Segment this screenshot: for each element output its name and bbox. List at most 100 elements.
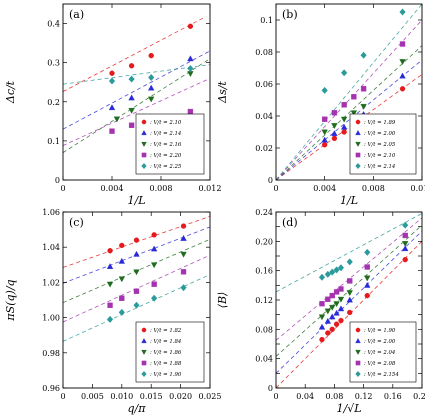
data-point bbox=[318, 273, 326, 281]
legend-label: : V/t = 2.00 bbox=[364, 131, 396, 137]
data-point bbox=[333, 309, 340, 316]
y-tick-label: 1.00 bbox=[42, 314, 60, 323]
data-point bbox=[151, 232, 157, 238]
data-point bbox=[329, 313, 336, 320]
data-point bbox=[340, 123, 348, 130]
y-tick-label: 0.1 bbox=[260, 16, 273, 25]
panel-tag: (d) bbox=[282, 216, 298, 229]
legend: : V/t = 1.82: V/t = 1.84: V/t = 1.86: V/… bbox=[135, 321, 205, 383]
data-point bbox=[331, 110, 338, 116]
legend-marker bbox=[355, 152, 361, 158]
data-point bbox=[337, 296, 345, 303]
data-point bbox=[187, 108, 194, 115]
fit-line-series-1 bbox=[276, 74, 422, 180]
series-5 bbox=[106, 284, 187, 323]
x-tick-label: 0.08 bbox=[325, 392, 343, 401]
plot-frame bbox=[62, 211, 211, 389]
x-tick-label: 0.010 bbox=[110, 392, 133, 401]
x-tick-label: 0.015 bbox=[140, 392, 163, 401]
data-point bbox=[360, 86, 367, 92]
x-tick-label: 0.04 bbox=[296, 392, 314, 401]
panel-1: 0 0.004 0.008 0.012 0 0.1 0.2 0.3 0.4 (a) 1/L Δc/t:… bbox=[4, 3, 221, 207]
data-point bbox=[338, 317, 344, 324]
data-point bbox=[128, 122, 135, 128]
fit-line-series-1 bbox=[63, 17, 205, 92]
fit-line-series-4 bbox=[276, 19, 422, 180]
panel-tag: (a) bbox=[69, 8, 84, 21]
y-tick-label: 0.12 bbox=[255, 296, 273, 305]
legend-label: : V/t = 2.04 bbox=[364, 350, 396, 356]
data-point bbox=[346, 296, 353, 303]
x-tick-label: 0.16 bbox=[384, 392, 402, 401]
data-point bbox=[107, 248, 113, 254]
legend-marker bbox=[355, 162, 361, 170]
x-axis-label: 1/L bbox=[127, 194, 145, 207]
legend-label: : V/t = 2.20 bbox=[150, 153, 182, 159]
data-point bbox=[338, 286, 344, 292]
data-point bbox=[128, 75, 135, 83]
x-tick-label: 0.012 bbox=[411, 184, 425, 193]
fit-line-series-2 bbox=[276, 59, 422, 180]
data-point bbox=[329, 292, 335, 299]
legend: : V/t = 1.89: V/t = 2.00: V/t = 2.05: V/… bbox=[349, 113, 417, 175]
legend-marker bbox=[141, 141, 147, 147]
legend-label: : V/t = 2.10 bbox=[364, 153, 396, 159]
data-point bbox=[106, 281, 114, 288]
data-point bbox=[109, 128, 115, 134]
legend-marker bbox=[141, 119, 147, 125]
x-axis-label: 1/√L bbox=[336, 402, 361, 415]
data-point bbox=[106, 315, 114, 323]
plot-frame bbox=[275, 3, 423, 181]
data-point bbox=[399, 59, 406, 66]
y-tick-label: 0.04 bbox=[255, 112, 273, 121]
data-point bbox=[106, 263, 114, 269]
data-point bbox=[118, 257, 125, 264]
data-point bbox=[331, 135, 338, 142]
series-3 bbox=[106, 251, 187, 288]
legend-frame bbox=[349, 113, 417, 175]
x-axis-label: 1/L bbox=[340, 194, 358, 207]
data-point bbox=[360, 103, 367, 110]
series-4 bbox=[107, 269, 187, 308]
legend-frame bbox=[135, 321, 205, 383]
x-tick-label: 0.004 bbox=[101, 184, 124, 193]
legend-marker bbox=[141, 152, 147, 158]
data-point bbox=[329, 304, 336, 311]
data-point bbox=[108, 104, 116, 111]
y-tick-label: 0.06 bbox=[255, 80, 273, 89]
legend-frame bbox=[135, 113, 205, 175]
data-point bbox=[324, 317, 332, 324]
data-point bbox=[180, 223, 187, 229]
data-point bbox=[321, 142, 328, 148]
legend-marker bbox=[355, 370, 361, 378]
fit-line-series-3 bbox=[276, 45, 422, 180]
y-tick-label: 0 bbox=[268, 384, 273, 393]
data-point bbox=[133, 269, 140, 276]
y-tick-label: 0.20 bbox=[255, 237, 273, 246]
y-tick-label: 0 bbox=[55, 176, 60, 185]
data-point bbox=[399, 86, 406, 92]
data-point bbox=[118, 308, 125, 316]
data-point bbox=[402, 221, 409, 229]
data-point bbox=[180, 251, 187, 258]
legend-label: : V/t = 2.154 bbox=[364, 372, 399, 378]
data-point bbox=[119, 295, 125, 301]
x-tick-label: 0 bbox=[60, 392, 65, 401]
y-tick-label: 0.2 bbox=[47, 98, 60, 107]
series-3 bbox=[321, 59, 406, 136]
x-tick-label: 0.020 bbox=[169, 392, 192, 401]
legend-label: : V/t = 2.16 bbox=[150, 142, 182, 148]
data-point bbox=[148, 52, 154, 59]
data-point bbox=[187, 23, 194, 29]
series-5 bbox=[108, 64, 194, 85]
legend-marker bbox=[141, 162, 147, 170]
data-point bbox=[319, 336, 325, 343]
data-point bbox=[402, 241, 409, 247]
legend: : V/t = 1.90: V/t = 2.00: V/t = 2.04: V/… bbox=[349, 321, 417, 383]
data-point bbox=[364, 275, 371, 282]
series-4 bbox=[321, 41, 406, 122]
legend-marker bbox=[355, 141, 361, 147]
y-tick-label: 0.02 bbox=[255, 144, 273, 153]
legend-marker bbox=[141, 370, 147, 378]
